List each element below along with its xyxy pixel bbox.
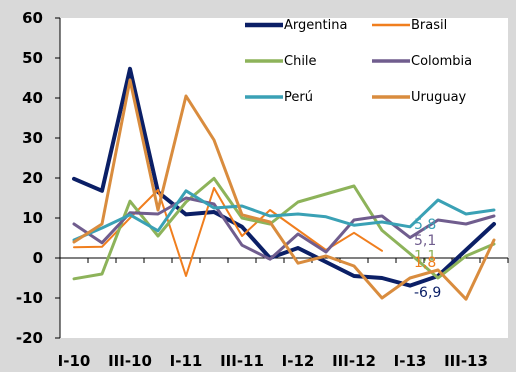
x-tick-label: I-10: [58, 352, 91, 370]
series-line-colombia: [72, 196, 496, 261]
legend-label: Chile: [284, 54, 317, 69]
data-label: 1,8: [414, 255, 436, 271]
x-tick-label: I-13: [394, 352, 427, 370]
data-label: 5,1: [414, 233, 436, 249]
legend-label: Perú: [284, 90, 313, 105]
x-tick-label: III-13: [444, 352, 488, 370]
y-tick-label: -10: [16, 289, 43, 307]
legend-label: Uruguay: [411, 90, 467, 105]
x-tick-label: III-12: [332, 352, 376, 370]
x-tick-label: III-11: [220, 352, 264, 370]
y-tick-label: 40: [22, 89, 43, 107]
y-tick-label: 60: [22, 9, 43, 27]
y-tick-label: -20: [16, 329, 43, 347]
x-tick-label: I-11: [170, 352, 203, 370]
legend-label: Argentina: [284, 18, 347, 33]
x-tick-label: I-12: [282, 352, 315, 370]
data-label: 5,8: [414, 217, 436, 233]
series-line-argentina: [72, 66, 496, 288]
series-line-chile: [72, 176, 496, 281]
data-label: 1,1: [414, 248, 436, 264]
y-tick-label: 20: [22, 169, 43, 187]
plot-area: [60, 18, 508, 338]
series-line-peru: [72, 189, 496, 242]
y-tick-label: 50: [22, 49, 43, 67]
data-label: -6,9: [414, 285, 441, 301]
y-tick-label: 0: [33, 249, 43, 267]
y-tick-label: 30: [22, 129, 43, 147]
legend-label: Brasil: [411, 18, 447, 33]
y-tick-label: 10: [22, 209, 43, 227]
legend-label: Colombia: [411, 54, 472, 69]
x-tick-label: III-10: [108, 352, 152, 370]
series-line-uruguay: [72, 78, 496, 301]
